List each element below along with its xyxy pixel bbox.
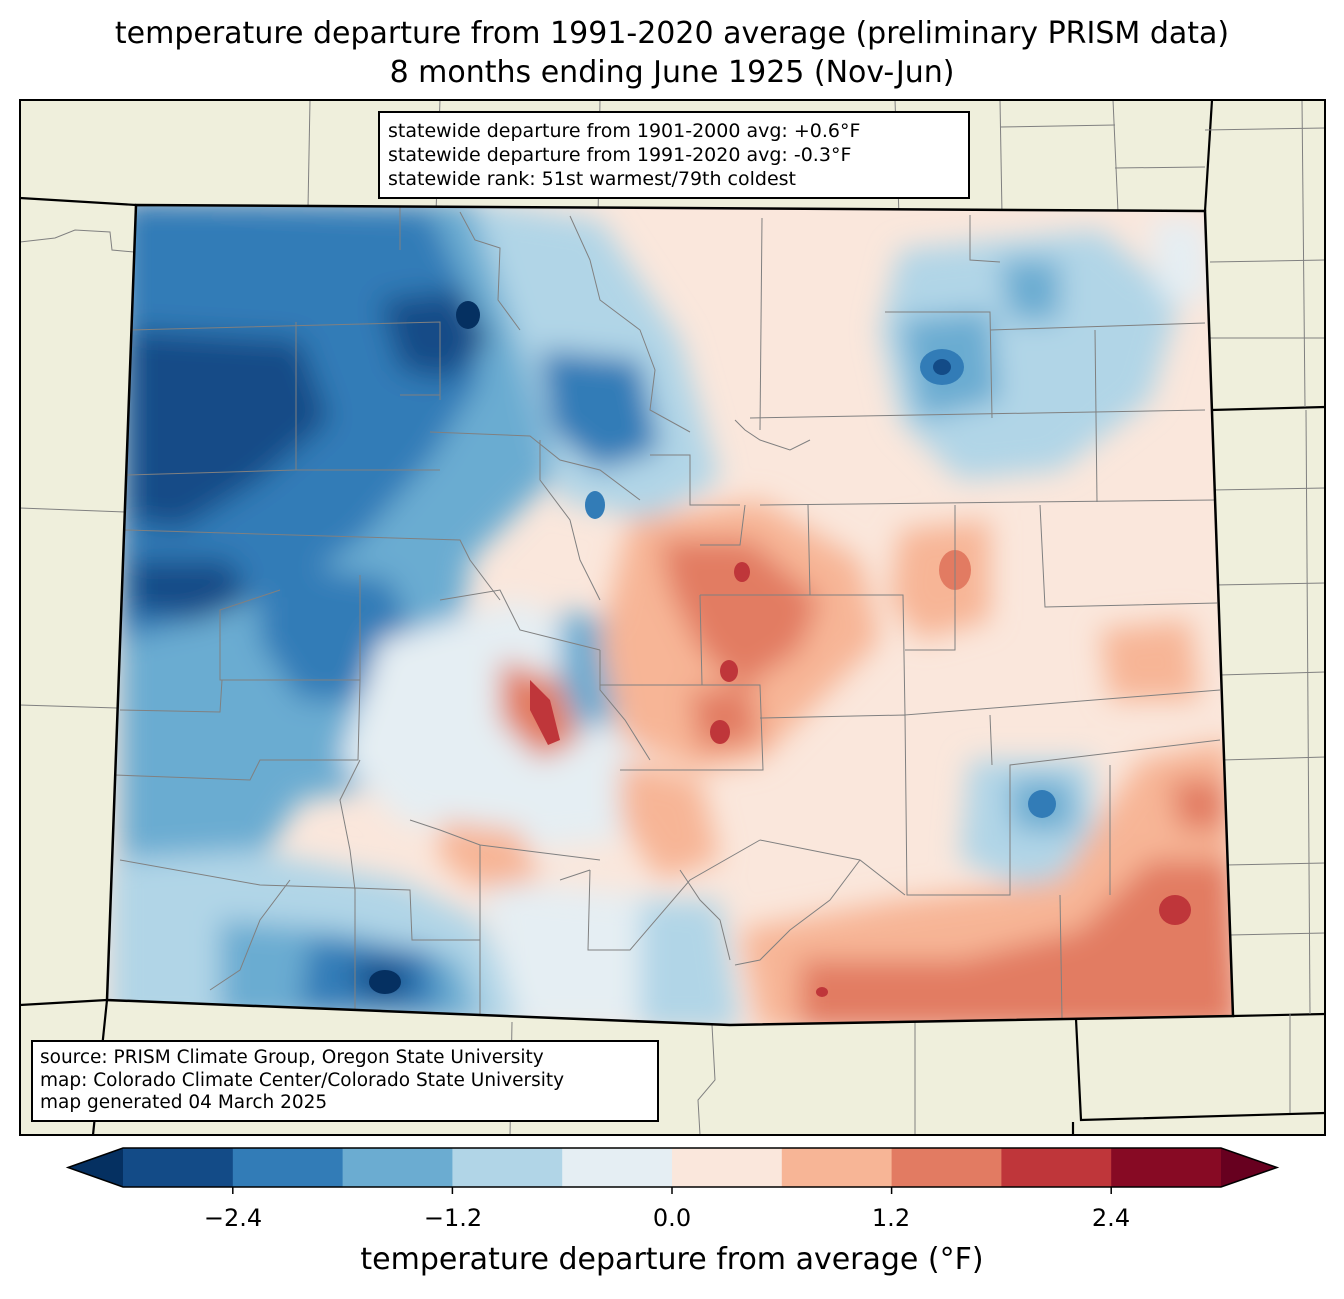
colorbar-segment xyxy=(1111,1148,1222,1187)
map-frame xyxy=(20,100,1325,1135)
cold-core-northeast-center xyxy=(933,359,951,375)
warm-core-denver xyxy=(734,562,750,582)
colorbar xyxy=(65,1147,1280,1194)
map-frame-border xyxy=(19,99,1326,1136)
cold-core-front-range xyxy=(585,491,605,519)
source-box: source: PRISM Climate Group, Oregon Stat… xyxy=(31,1040,659,1122)
colorbar-segment xyxy=(891,1148,1002,1187)
map-title-line-2: 8 months ending June 1925 (Nov-Jun) xyxy=(389,55,955,90)
colorbar-extend-high xyxy=(1221,1148,1277,1187)
colorbar-segment xyxy=(123,1148,234,1187)
colorbar-outline xyxy=(65,1147,1280,1188)
colorbar-segment xyxy=(342,1148,453,1187)
colorbar-label: temperature departure from average (°F) xyxy=(360,1242,984,1277)
source-line-3: map generated 04 March 2025 xyxy=(40,1092,328,1113)
temperature-field xyxy=(107,205,1233,1025)
colorado-border xyxy=(105,203,1235,1027)
stats-line-2: statewide departure from 1991-2020 avg: … xyxy=(388,144,852,166)
colorbar-tick-label: −1.2 xyxy=(423,1204,483,1232)
county-lines xyxy=(114,207,1221,1020)
source-line-2: map: Colorado Climate Center/Colorado St… xyxy=(40,1069,565,1091)
map-title-line-1: temperature departure from 1991-2020 ave… xyxy=(114,16,1230,51)
stats-line-1: statewide departure from 1901-2000 avg: … xyxy=(388,120,861,142)
source-line-1: source: PRISM Climate Group, Oregon Stat… xyxy=(40,1047,544,1068)
colorbar-tick-label: 2.4 xyxy=(1091,1204,1131,1232)
warm-core-south xyxy=(816,987,828,997)
colorbar-tick-label: 0.0 xyxy=(652,1204,692,1232)
coldest-core-southwest xyxy=(369,970,401,994)
colorbar-segment xyxy=(672,1148,783,1187)
state-borders xyxy=(20,100,1325,1135)
stats-line-3: statewide rank: 51st warmest/79th coldes… xyxy=(388,168,797,190)
colorbar-extend-low xyxy=(68,1148,123,1187)
statewide-stats-box: statewide departure from 1901-2000 avg: … xyxy=(378,111,970,199)
colorbar-segment xyxy=(232,1148,344,1187)
colorbar-segment xyxy=(562,1148,673,1187)
colorbar-tick-label: −2.4 xyxy=(203,1204,263,1232)
warm-core-sangre xyxy=(530,680,560,745)
colorbar-segment xyxy=(781,1148,893,1187)
warm-core-pueblo xyxy=(710,720,730,744)
colorbar-segment xyxy=(1001,1148,1112,1187)
warm-core-colorado-springs xyxy=(720,660,738,682)
warm-core-southeast xyxy=(1159,895,1191,925)
neighbor-county-lines xyxy=(20,100,1325,1135)
coldest-core-north xyxy=(456,301,480,329)
cold-core-southeast xyxy=(1028,790,1056,818)
colorbar-segment xyxy=(452,1148,563,1187)
colorbar-tick-label: 1.2 xyxy=(871,1204,911,1232)
